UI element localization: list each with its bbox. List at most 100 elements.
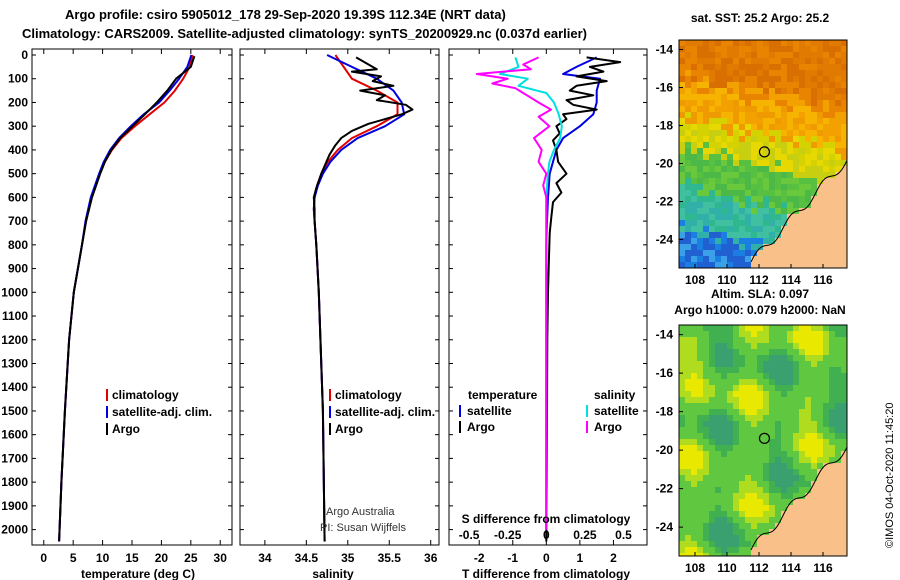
map-pixel	[793, 256, 800, 263]
map-pixel	[739, 130, 746, 137]
map-pixel	[841, 511, 847, 518]
map-pixel	[733, 421, 740, 428]
map-pixel	[715, 451, 722, 458]
map-pixel	[781, 391, 788, 398]
map-pixel	[763, 427, 770, 434]
map-pixel	[829, 70, 836, 77]
map-pixel	[805, 64, 812, 71]
map-pixel	[691, 481, 698, 488]
map-pixel	[775, 433, 782, 440]
map-pixel	[757, 493, 764, 500]
map-pixel	[811, 427, 818, 434]
map-pixel	[691, 403, 698, 410]
map-pixel	[721, 172, 728, 179]
map-pixel	[727, 343, 734, 350]
map-pixel	[769, 256, 776, 263]
map-pixel	[775, 256, 782, 263]
map-pixel	[835, 178, 842, 185]
map-pixel	[679, 493, 686, 500]
map-pixel	[829, 373, 836, 380]
map-pixel	[757, 397, 764, 404]
map-pixel	[805, 553, 812, 556]
map-pixel	[679, 535, 686, 542]
map-pixel	[823, 481, 830, 488]
map-pixel	[769, 106, 776, 113]
map-pixel	[799, 373, 806, 380]
map-pixel	[793, 184, 800, 191]
map-pixel	[793, 451, 800, 458]
map-pixel	[691, 208, 698, 215]
map-pixel	[829, 76, 836, 83]
figure-title-line1: Argo profile: csiro 5905012_178 29-Sep-2…	[65, 7, 506, 22]
map-pixel	[823, 130, 830, 137]
map-pixel	[829, 166, 836, 173]
map-pixel	[697, 250, 704, 257]
map-pixel	[679, 409, 686, 416]
map-pixel	[835, 535, 842, 542]
map-pixel	[781, 190, 788, 197]
x-tick-label: 34.5	[295, 551, 319, 565]
depth-tick-label: 300	[8, 119, 28, 133]
map-pixel	[817, 361, 824, 368]
map-pixel	[781, 499, 788, 506]
map-pixel	[775, 445, 782, 452]
map-pixel	[697, 337, 704, 344]
map-pixel	[763, 553, 770, 556]
x-tick-label: 35.5	[378, 551, 402, 565]
map-pixel	[721, 511, 728, 518]
coastline	[750, 446, 847, 551]
map-pixel	[811, 391, 818, 398]
map-pixel	[739, 505, 746, 512]
map-pixel	[775, 88, 782, 95]
salinity-xlabel: salinity	[312, 567, 354, 580]
map-pixel	[769, 40, 776, 47]
map-pixel	[739, 76, 746, 83]
map-pixel	[805, 226, 812, 233]
map-pixel	[751, 433, 758, 440]
map-pixel	[697, 475, 704, 482]
map-pixel	[769, 238, 776, 245]
map-pixel	[775, 487, 782, 494]
map-pixel	[715, 184, 722, 191]
map-pixel	[721, 52, 728, 59]
map-pixel	[721, 433, 728, 440]
map-pixel	[823, 202, 830, 209]
map-pixel	[709, 40, 716, 47]
map-pixel	[805, 154, 812, 161]
map-pixel	[787, 331, 794, 338]
map-pixel	[775, 202, 782, 209]
map-pixel	[781, 433, 788, 440]
map-pixel	[715, 76, 722, 83]
map-pixel	[787, 202, 794, 209]
map-pixel	[787, 154, 794, 161]
depth-tick-label: 1800	[1, 475, 28, 489]
map-pixel	[793, 76, 800, 83]
map-pixel	[715, 238, 722, 245]
map-pixel	[799, 232, 806, 239]
map-pixel	[739, 106, 746, 113]
map-pixel	[835, 238, 842, 245]
map-pixel	[703, 70, 710, 77]
map-pixel	[835, 385, 842, 392]
map-pixel	[721, 148, 728, 155]
map-pixel	[679, 64, 686, 71]
map-pixel	[775, 184, 782, 191]
map-pixel	[769, 469, 776, 476]
map-pixel	[829, 415, 836, 422]
map-pixel	[823, 367, 830, 374]
map-pixel	[793, 64, 800, 71]
map-pixel	[793, 106, 800, 113]
map-pixel	[703, 238, 710, 245]
map-pixel	[739, 64, 746, 71]
x-tick-label: 36	[424, 551, 438, 565]
map-pixel	[697, 325, 704, 332]
map-pixel	[733, 136, 740, 143]
map-pixel	[781, 457, 788, 464]
map-pixel	[691, 343, 698, 350]
map-pixel	[811, 82, 818, 89]
map-pixel	[805, 256, 812, 263]
map-pixel	[817, 439, 824, 446]
map-pixel	[703, 379, 710, 386]
map-pixel	[691, 499, 698, 506]
map-pixel	[769, 439, 776, 446]
